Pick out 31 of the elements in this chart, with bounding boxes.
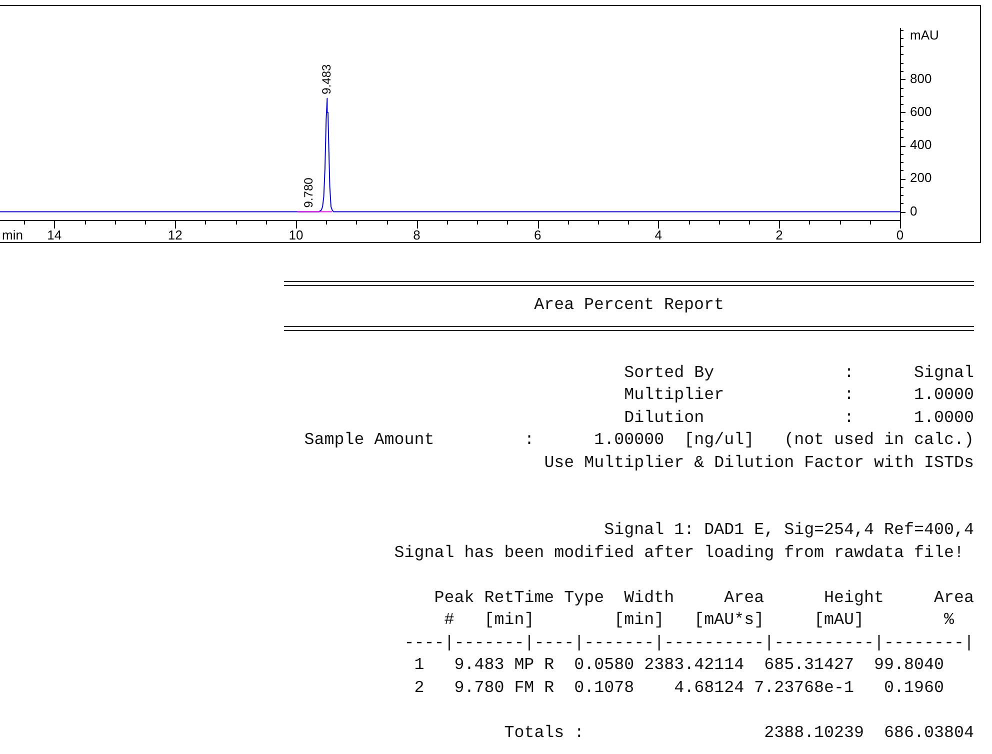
y-tick-label: 600 [910,104,932,119]
text: ----|-------|----|-------|----------|----------|--------| [404,634,974,653]
text: Use Multiplier & Dilution Factor with ISTDs [544,454,974,473]
x-tick-label: 0 [896,227,904,242]
text: Signal 1: DAD1 E, Sig=254,4 Ref=400,4 [604,521,974,540]
annotation: 9.780 [302,177,316,208]
text: 1 9.483 MP R 0.0580 2383.42114 685.31427 99.8040 [414,656,944,676]
text: Signal has been modified after loading from rawdata file! [394,544,964,563]
text: Multiplier : 1.0000 [624,386,974,406]
text: 2 9.780 FM R 0.1078 4.68124 7.23768e-1 0.1960 [414,678,944,698]
x-tick-label: 12 [168,227,182,242]
y-tick-label: 800 [910,70,932,86]
x-axis-title: min [2,228,23,243]
text: Totals : 2388.10239 686.03804 [504,724,974,743]
y-tick-label: 400 [910,137,932,152]
annotation: 9.483 [320,64,334,94]
y-tick-label: 0 [910,203,918,218]
x-tick-label: 10 [288,227,304,242]
text: Peak RetTime Type Width Area Height Area [434,588,974,608]
x-tick-label: 6 [534,227,542,242]
text: # [min] [min] [mAU*s] [mAU] % [444,611,954,630]
x-tick-label: 14 [47,227,62,242]
y-axis-title: mAU [910,28,939,43]
y-tick-label: 200 [910,170,932,186]
x-tick-label: 8 [413,227,420,242]
text: Dilution : 1.0000 [624,408,974,428]
text: Sorted By : Signal [624,364,974,383]
x-tick-label: 2 [776,227,783,242]
x-tick-label: 4 [654,227,662,242]
text: Sample Amount : 1.00000 [ng/ul] (not used in calc.) [304,431,974,450]
text: Area Percent Report [534,296,724,316]
